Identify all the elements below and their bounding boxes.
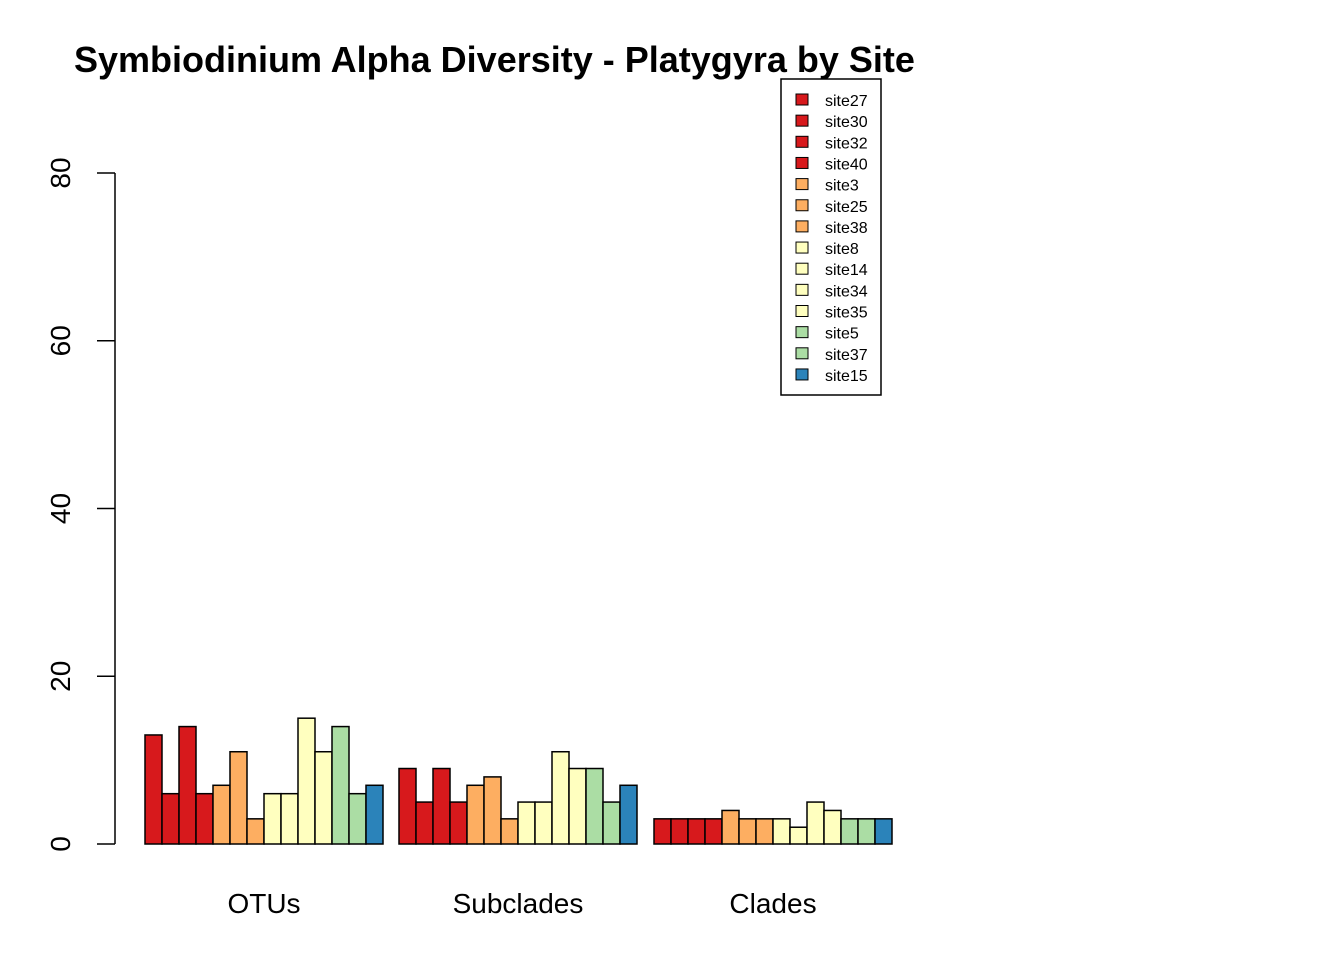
bar-clades-site3 <box>721 809 740 845</box>
bar-subclades-site27 <box>398 767 417 845</box>
category-labels: OTUs Subclades Clades <box>227 888 816 919</box>
legend-swatch-site34 <box>795 283 809 296</box>
bar-subclades-site3 <box>466 784 485 845</box>
legend-swatch-site38 <box>795 220 809 233</box>
legend-label-site32: site32 <box>825 135 868 152</box>
legend-swatch-site30 <box>795 114 809 127</box>
bar-otus-site15 <box>365 784 384 845</box>
y-tick-label: 0 <box>45 836 76 852</box>
bar-subclades-site38 <box>500 818 519 845</box>
bar-subclades-site35 <box>568 767 587 845</box>
legend-swatch-site37 <box>795 347 809 360</box>
bar-otus-site25 <box>229 750 248 845</box>
legend-swatch-site27 <box>795 93 809 106</box>
legend-box <box>780 78 882 396</box>
bars <box>144 717 893 845</box>
category-label: Subclades <box>453 888 584 919</box>
bar-otus-site34 <box>297 717 316 845</box>
legend-label-site30: site30 <box>825 114 868 131</box>
legend-swatch-site32 <box>795 135 809 148</box>
bar-otus-site8 <box>263 792 282 845</box>
y-axis: 0 20 40 60 80 <box>45 157 116 852</box>
bar-otus-site32 <box>178 725 197 845</box>
legend-label-site40: site40 <box>825 156 868 173</box>
legend-label-site25: site25 <box>825 199 868 216</box>
bar-subclades-site15 <box>619 784 638 845</box>
bar-otus-site35 <box>314 750 333 845</box>
legend-swatch-site14 <box>795 262 809 275</box>
y-tick-label: 20 <box>45 661 76 692</box>
legend-label-site3: site3 <box>825 178 859 195</box>
bar-clades-site34 <box>806 801 825 845</box>
bar-clades-site35 <box>823 809 842 845</box>
legend-swatch-site15 <box>795 368 809 381</box>
legend-swatch-site5 <box>795 326 809 339</box>
bar-subclades-site30 <box>415 801 434 845</box>
bar-clades-site38 <box>755 818 774 845</box>
legend-label-site34: site34 <box>825 283 868 300</box>
legend-label-site38: site38 <box>825 220 868 237</box>
bar-subclades-site40 <box>449 801 468 845</box>
legend-swatch-site40 <box>795 156 809 169</box>
legend-swatch-site8 <box>795 241 809 254</box>
bar-clades-site15 <box>874 818 893 845</box>
bar-otus-site5 <box>331 725 350 845</box>
legend-label-site15: site15 <box>825 368 868 385</box>
bar-subclades-site37 <box>602 801 621 845</box>
bar-otus-site40 <box>195 792 214 845</box>
bar-otus-site27 <box>144 734 163 845</box>
bar-subclades-site25 <box>483 776 502 845</box>
y-tick-label: 40 <box>45 493 76 524</box>
bar-subclades-site14 <box>534 801 553 845</box>
bar-otus-site38 <box>246 818 265 845</box>
legend-label-site35: site35 <box>825 305 868 322</box>
bar-clades-site30 <box>670 818 689 845</box>
bar-otus-site14 <box>280 792 299 845</box>
bar-clades-site27 <box>653 818 672 845</box>
bar-clades-site37 <box>857 818 876 845</box>
legend-label-site8: site8 <box>825 241 859 258</box>
legend-swatch-site25 <box>795 199 809 212</box>
y-tick-label: 80 <box>45 157 76 188</box>
legend-swatch-site35 <box>795 305 809 317</box>
bar-subclades-site5 <box>585 767 604 845</box>
legend: site27 site30 site32 site40 site3 site25 site3… <box>780 78 882 396</box>
legend-label-site5: site5 <box>825 326 859 343</box>
bar-otus-site37 <box>348 792 367 845</box>
category-label: OTUs <box>227 888 300 919</box>
category-label: Clades <box>729 888 816 919</box>
bar-clades-site5 <box>840 818 859 845</box>
legend-label-site27: site27 <box>825 93 868 110</box>
bar-clades-site8 <box>772 818 791 845</box>
bar-clades-site14 <box>789 826 808 845</box>
bar-otus-site30 <box>161 792 180 845</box>
bar-subclades-site34 <box>551 750 570 845</box>
bar-subclades-site32 <box>432 767 451 845</box>
legend-swatch-site3 <box>795 178 809 191</box>
bar-clades-site32 <box>687 818 706 845</box>
bar-clades-site40 <box>704 818 723 845</box>
legend-label-site14: site14 <box>825 262 868 279</box>
bar-subclades-site8 <box>517 801 536 845</box>
chart-title: Symbiodinium Alpha Diversity - Platygyra… <box>74 39 915 80</box>
bar-otus-site3 <box>212 784 231 845</box>
bar-clades-site25 <box>738 818 757 845</box>
y-tick-label: 60 <box>45 325 76 356</box>
legend-label-site37: site37 <box>825 347 868 364</box>
